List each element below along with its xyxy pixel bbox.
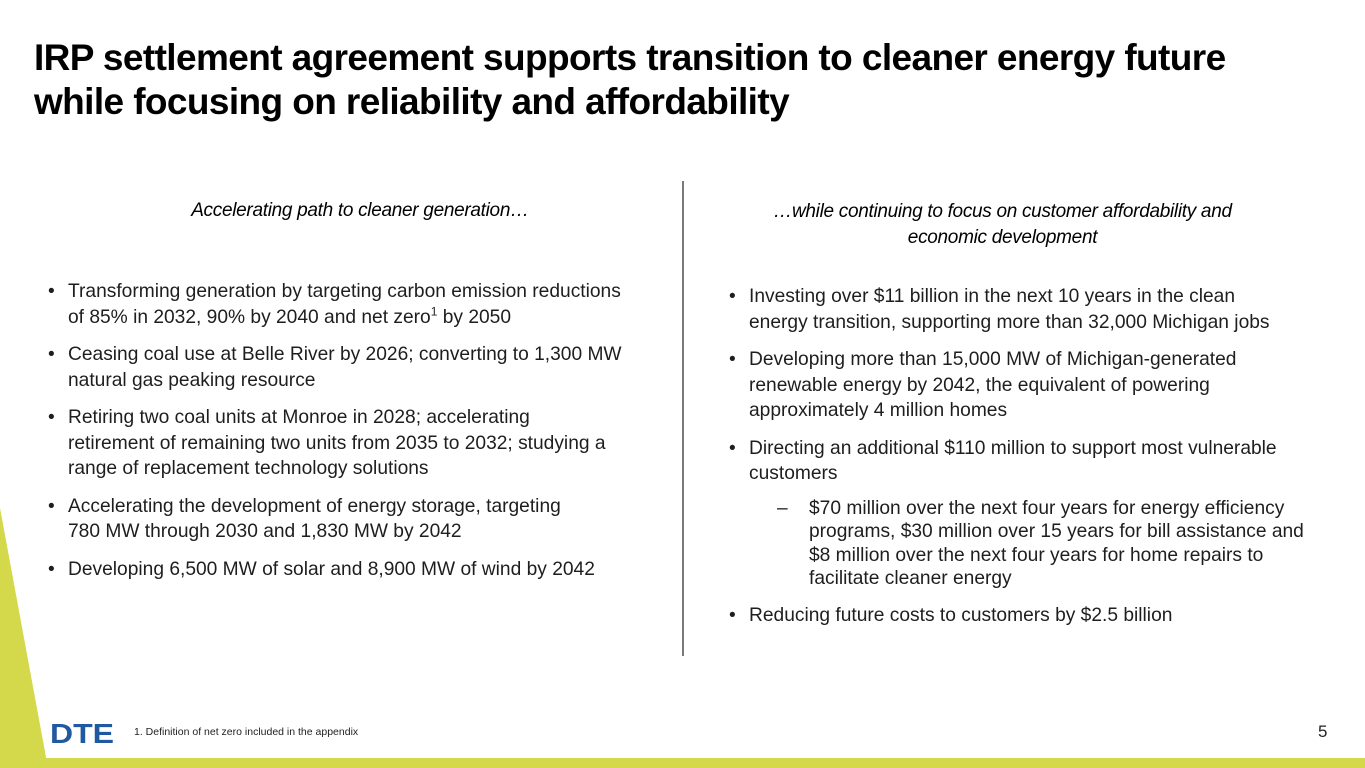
list-item: • Directing an additional $110 million t… — [727, 436, 1342, 591]
bullet-icon: • — [729, 349, 736, 370]
list-item: • Ceasing coal use at Belle River by 202… — [48, 344, 622, 391]
slide-title: IRP settlement agreement supports transi… — [34, 36, 1294, 124]
bullet-icon: • — [48, 495, 55, 517]
footnote-marker: 1 — [430, 304, 438, 319]
column-divider — [682, 181, 684, 656]
right-column-heading: …while continuing to focus on customer a… — [773, 201, 1232, 248]
page-number: 5 — [1318, 722, 1328, 741]
bullet-icon: • — [48, 281, 55, 302]
sub-list-item: – $70 million over the next four years f… — [777, 497, 1304, 590]
list-item: • Accelerating the development of energy… — [48, 495, 561, 543]
list-item: • Investing over $11 billion in the next… — [729, 286, 1270, 333]
bullet-icon: • — [729, 286, 736, 307]
bullet-icon: • — [48, 407, 55, 428]
bottom-accent-strip — [0, 758, 1365, 768]
svg-text:DTE: DTE — [50, 719, 114, 746]
bullet-icon: • — [729, 437, 736, 459]
list-item: • Developing 6,500 MW of solar and 8,900… — [46, 557, 676, 583]
right-bullet-list: • Investing over $11 billion in the next… — [727, 284, 1342, 640]
dash-icon: – — [777, 497, 788, 519]
bullet-icon: • — [48, 558, 55, 580]
dte-logo: DTE — [50, 719, 114, 746]
list-item: • Developing more than 15,000 MW of Mich… — [729, 349, 1237, 421]
footnote: 1. Definition of net zero included in th… — [134, 726, 359, 738]
list-item: • Reducing future costs to customers by … — [727, 603, 1342, 629]
slide-title-line-2: while focusing on reliability and afford… — [34, 81, 790, 122]
list-item: • Retiring two coal units at Monroe in 2… — [48, 407, 606, 479]
left-bullet-list: • Transforming generation by targeting c… — [46, 279, 676, 594]
list-item: • Transforming generation by targeting c… — [48, 281, 621, 328]
bullet-icon: • — [48, 344, 55, 365]
bullet-icon: • — [729, 604, 736, 626]
slide-title-line-1: IRP settlement agreement supports transi… — [34, 37, 1226, 78]
left-column-heading: Accelerating path to cleaner generation… — [191, 200, 529, 221]
